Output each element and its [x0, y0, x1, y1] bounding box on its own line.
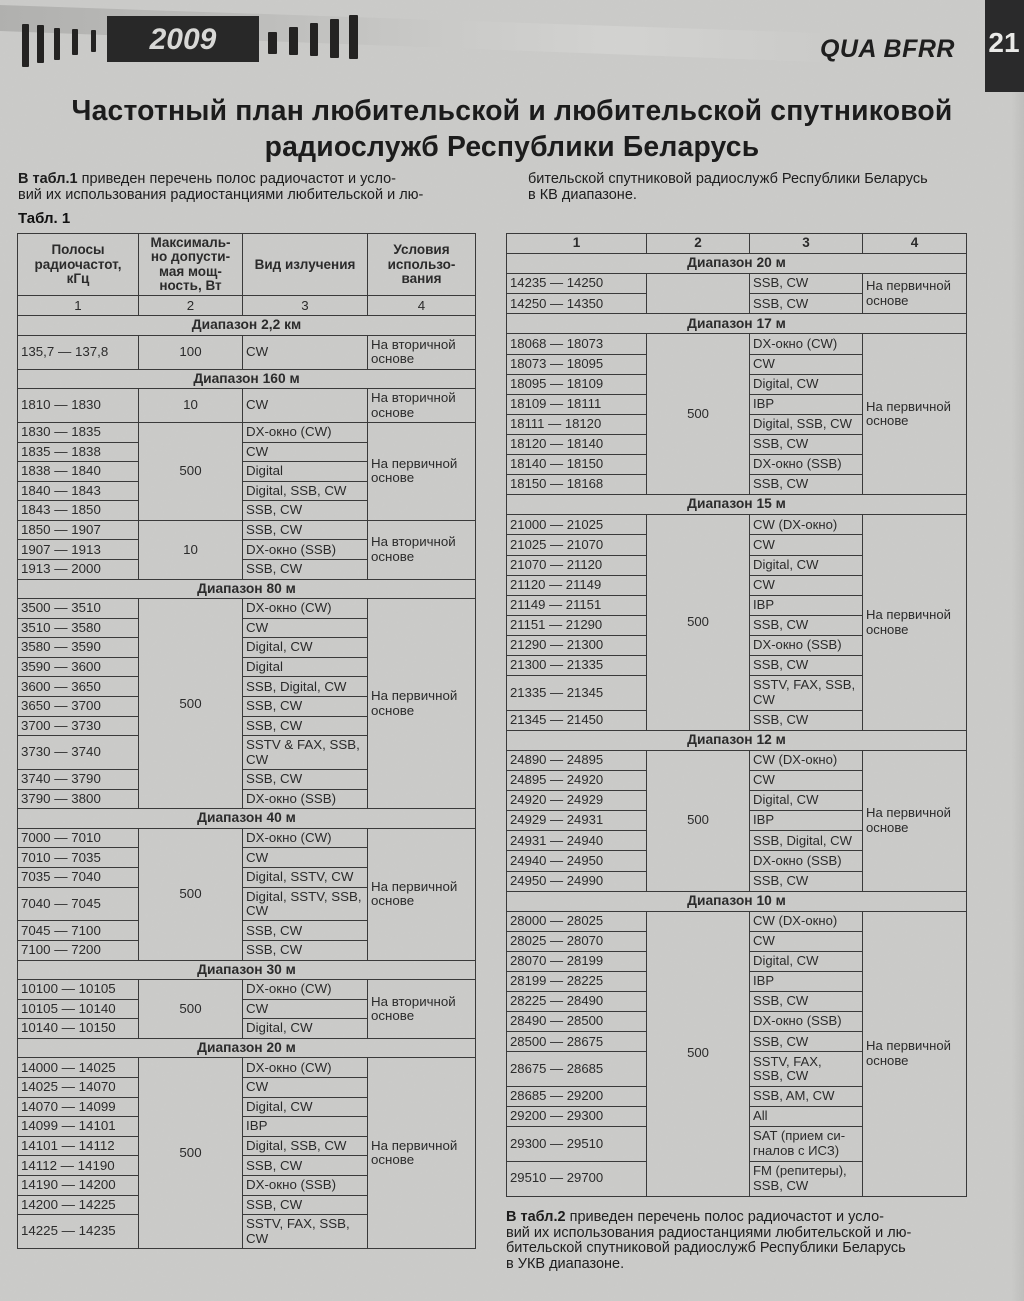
svg-text:21: 21 — [988, 27, 1019, 58]
svg-text:2009: 2009 — [149, 23, 217, 56]
svg-text:QUA BFRR: QUA BFRR — [820, 35, 955, 63]
